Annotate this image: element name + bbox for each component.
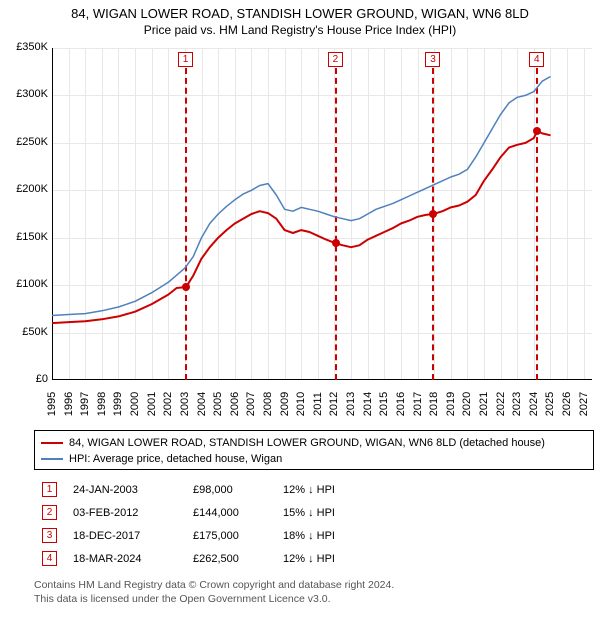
x-tick-label: 2019: [445, 384, 457, 424]
y-tick-label: £300K: [0, 88, 48, 100]
y-tick-label: £350K: [0, 41, 48, 53]
x-tick-label: 2011: [312, 384, 324, 424]
x-tick-label: 2005: [212, 384, 224, 424]
x-tick-label: 2000: [129, 384, 141, 424]
legend: 84, WIGAN LOWER ROAD, STANDISH LOWER GRO…: [34, 430, 594, 470]
sale-marker-icon: 2: [42, 505, 57, 520]
sale-price: £144,000: [185, 501, 275, 524]
x-tick-label: 2025: [544, 384, 556, 424]
sale-marker-icon: 1: [42, 482, 57, 497]
y-tick-label: £100K: [0, 278, 48, 290]
footer-attribution: Contains HM Land Registry data © Crown c…: [34, 578, 394, 606]
x-tick-label: 2004: [196, 384, 208, 424]
footer-line1: Contains HM Land Registry data © Crown c…: [34, 578, 394, 592]
x-tick-label: 2017: [412, 384, 424, 424]
sale-date: 03-FEB-2012: [65, 501, 185, 524]
x-tick-label: 2013: [345, 384, 357, 424]
legend-swatch-property: [41, 442, 63, 444]
x-tick-label: 2002: [162, 384, 174, 424]
table-row: 1 24-JAN-2003£98,00012% ↓ HPI: [34, 478, 375, 501]
x-tick-label: 2003: [179, 384, 191, 424]
legend-label-hpi: HPI: Average price, detached house, Wiga…: [69, 452, 282, 466]
x-tick-label: 2009: [279, 384, 291, 424]
x-tick-label: 2022: [495, 384, 507, 424]
sale-pct-vs-hpi: 12% ↓ HPI: [275, 478, 375, 501]
sale-date: 18-DEC-2017: [65, 524, 185, 547]
sale-date: 18-MAR-2024: [65, 547, 185, 570]
legend-label-property: 84, WIGAN LOWER ROAD, STANDISH LOWER GRO…: [69, 436, 545, 450]
table-row: 3 18-DEC-2017£175,00018% ↓ HPI: [34, 524, 375, 547]
x-tick-label: 2012: [328, 384, 340, 424]
x-tick-label: 2024: [528, 384, 540, 424]
table-row: 4 18-MAR-2024£262,50012% ↓ HPI: [34, 547, 375, 570]
footer-line2: This data is licensed under the Open Gov…: [34, 592, 394, 606]
y-tick-label: £250K: [0, 136, 48, 148]
x-tick-label: 1995: [46, 384, 58, 424]
x-tick-label: 2023: [511, 384, 523, 424]
sale-price: £262,500: [185, 547, 275, 570]
x-tick-label: 2001: [146, 384, 158, 424]
x-tick-label: 2020: [461, 384, 473, 424]
x-tick-label: 2016: [395, 384, 407, 424]
x-tick-label: 2006: [229, 384, 241, 424]
x-tick-label: 2026: [561, 384, 573, 424]
sale-price: £98,000: [185, 478, 275, 501]
x-tick-label: 2014: [362, 384, 374, 424]
sale-date: 24-JAN-2003: [65, 478, 185, 501]
plot-area: 1234: [52, 48, 592, 380]
x-tick-label: 2015: [378, 384, 390, 424]
y-tick-label: £150K: [0, 231, 48, 243]
x-tick-label: 1998: [96, 384, 108, 424]
sale-price: £175,000: [185, 524, 275, 547]
table-row: 2 03-FEB-2012£144,00015% ↓ HPI: [34, 501, 375, 524]
sale-pct-vs-hpi: 18% ↓ HPI: [275, 524, 375, 547]
x-tick-label: 1997: [79, 384, 91, 424]
sale-pct-vs-hpi: 12% ↓ HPI: [275, 547, 375, 570]
series-property: [52, 48, 592, 380]
x-tick-label: 2007: [245, 384, 257, 424]
sales-table: 124-JAN-2003£98,00012% ↓ HPI203-FEB-2012…: [34, 478, 375, 570]
sale-marker-icon: 4: [42, 551, 57, 566]
x-tick-label: 2021: [478, 384, 490, 424]
y-tick-label: £50K: [0, 326, 48, 338]
y-tick-label: £0: [0, 373, 48, 385]
x-tick-label: 1999: [112, 384, 124, 424]
x-tick-label: 2018: [428, 384, 440, 424]
x-tick-label: 2027: [578, 384, 590, 424]
x-tick-label: 2008: [262, 384, 274, 424]
x-tick-label: 2010: [295, 384, 307, 424]
sale-pct-vs-hpi: 15% ↓ HPI: [275, 501, 375, 524]
y-tick-label: £200K: [0, 183, 48, 195]
chart-title-main: 84, WIGAN LOWER ROAD, STANDISH LOWER GRO…: [0, 0, 600, 21]
chart-title-sub: Price paid vs. HM Land Registry's House …: [0, 21, 600, 37]
x-tick-label: 1996: [63, 384, 75, 424]
legend-swatch-hpi: [41, 458, 63, 460]
sale-marker-icon: 3: [42, 528, 57, 543]
